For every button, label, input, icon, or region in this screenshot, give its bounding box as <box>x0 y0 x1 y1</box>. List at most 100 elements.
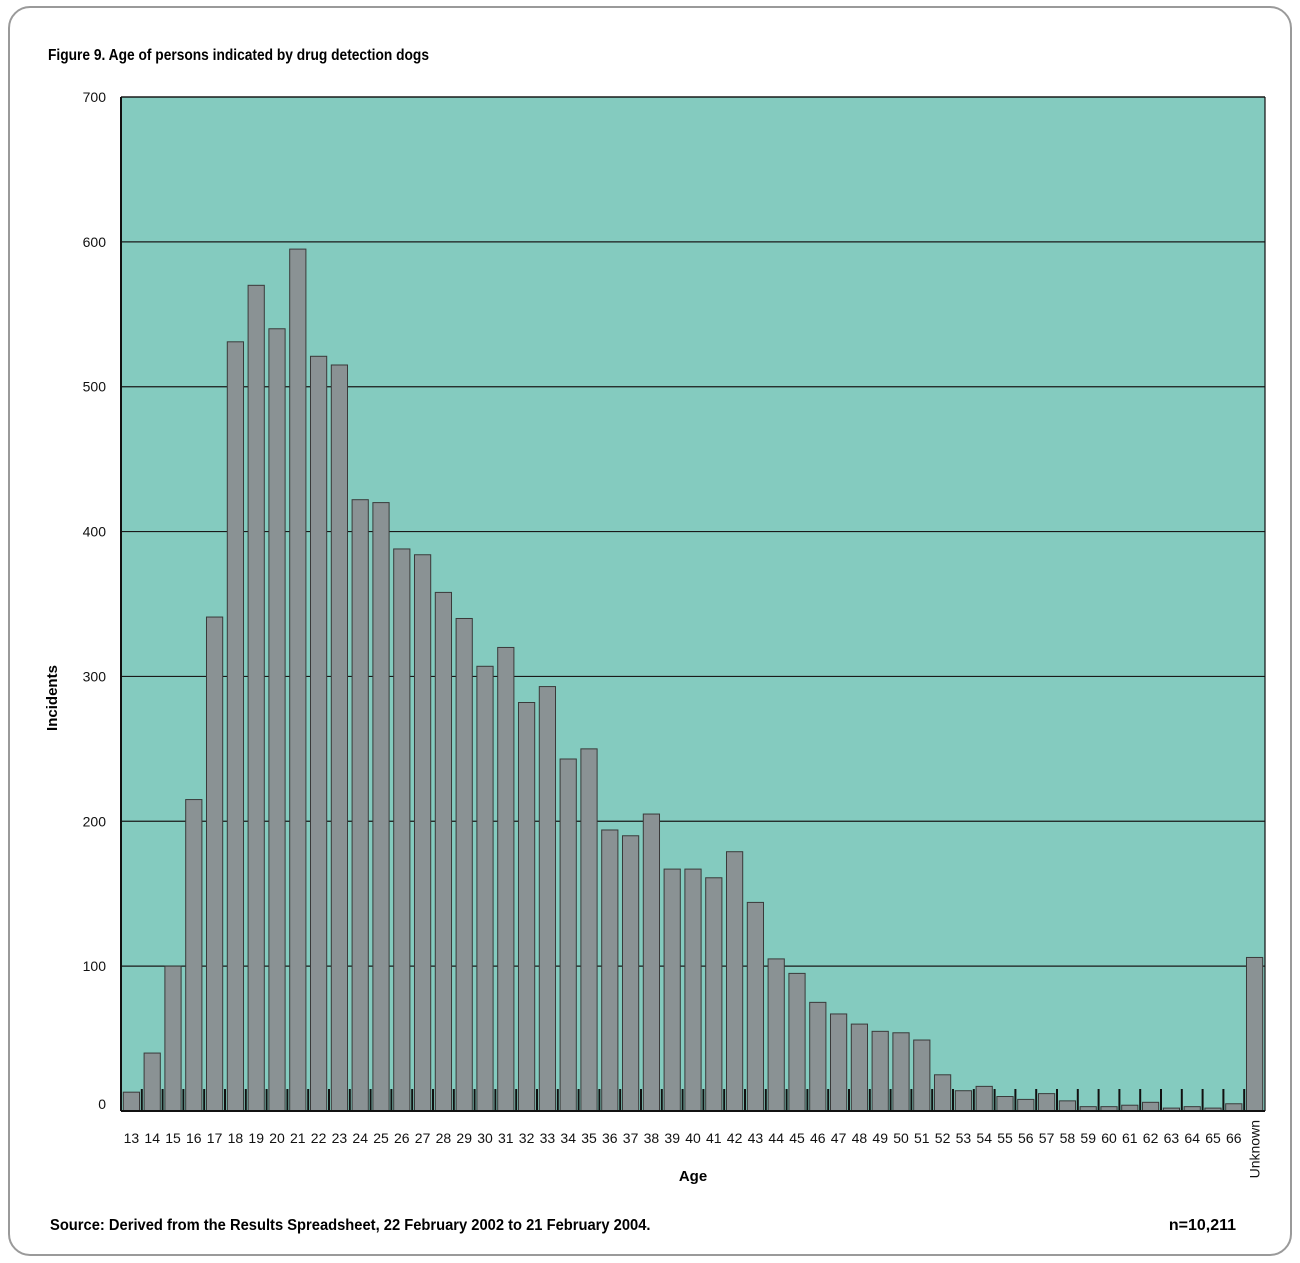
bar-54 <box>975 1085 993 1112</box>
bar-20 <box>268 328 286 1112</box>
bar-52 <box>933 1074 952 1112</box>
bar-31 <box>497 646 515 1112</box>
x-tick-label-36: 36 <box>602 1130 618 1146</box>
x-tick-label-45: 45 <box>789 1130 805 1146</box>
y-axis-title: Incidents <box>44 665 61 731</box>
x-tick-label-19: 19 <box>248 1130 264 1146</box>
bar-13 <box>122 1091 141 1112</box>
x-tick-label-35: 35 <box>581 1130 597 1146</box>
bar-18 <box>226 341 245 1112</box>
bar-19 <box>247 284 265 1112</box>
bar-41 <box>705 877 723 1112</box>
bar-16 <box>185 799 203 1112</box>
x-tick-label-13: 13 <box>124 1130 140 1146</box>
x-tick-label-62: 62 <box>1143 1130 1159 1146</box>
y-tick-label-600: 600 <box>83 234 107 250</box>
x-tick-label-39: 39 <box>664 1130 680 1146</box>
bar-21 <box>289 248 307 1112</box>
bar-22 <box>309 355 328 1112</box>
x-tick-label-52: 52 <box>935 1130 951 1146</box>
x-tick-label-21: 21 <box>290 1130 306 1146</box>
bar-28 <box>434 591 453 1112</box>
bar-36 <box>601 829 619 1112</box>
bar-Unknown <box>1245 956 1264 1112</box>
bar-29 <box>455 617 473 1112</box>
bar-45 <box>788 972 806 1112</box>
x-tick-label-16: 16 <box>186 1130 202 1146</box>
x-tick-label-43: 43 <box>748 1130 764 1146</box>
x-tick-label-50: 50 <box>893 1130 909 1146</box>
x-axis-title: Age <box>679 1168 707 1185</box>
bar-53 <box>954 1090 973 1112</box>
figure-frame <box>8 6 1292 1256</box>
bar-55 <box>996 1096 1014 1112</box>
bar-24 <box>351 499 369 1112</box>
x-tick-label-31: 31 <box>498 1130 514 1146</box>
x-tick-label-32: 32 <box>519 1130 535 1146</box>
bar-62 <box>1141 1101 1160 1112</box>
bar-26 <box>393 548 411 1112</box>
x-tick-label-55: 55 <box>997 1130 1013 1146</box>
bar-56 <box>1017 1098 1035 1112</box>
x-tick-label-59: 59 <box>1080 1130 1096 1146</box>
bar-43 <box>746 901 765 1112</box>
bar-58 <box>1058 1100 1077 1112</box>
figure-title: Figure 9. Age of persons indicated by dr… <box>48 47 429 64</box>
y-tick-label-200: 200 <box>83 813 107 829</box>
x-tick-label-56: 56 <box>1018 1130 1034 1146</box>
bar-38 <box>642 813 661 1112</box>
bar-44 <box>767 958 785 1112</box>
x-tick-label-33: 33 <box>540 1130 556 1146</box>
x-tick-label-60: 60 <box>1101 1130 1117 1146</box>
sample-size: n=10,211 <box>1168 1217 1236 1234</box>
x-tick-label-15: 15 <box>165 1130 181 1146</box>
y-tick-label-300: 300 <box>83 668 107 684</box>
x-tick-label-26: 26 <box>394 1130 410 1146</box>
x-tick-label-63: 63 <box>1164 1130 1180 1146</box>
y-tick-label-500: 500 <box>83 379 107 395</box>
bar-57 <box>1037 1093 1056 1112</box>
x-tick-label-44: 44 <box>768 1130 784 1146</box>
bar-30 <box>476 665 494 1112</box>
x-tick-label-49: 49 <box>872 1130 888 1146</box>
x-tick-label-27: 27 <box>415 1130 431 1146</box>
bar-40 <box>684 868 702 1112</box>
x-tick-label-66: 66 <box>1226 1130 1242 1146</box>
x-tick-label-37: 37 <box>623 1130 639 1146</box>
x-tick-label-46: 46 <box>810 1130 826 1146</box>
bar-17 <box>205 616 224 1112</box>
x-tick-label-14: 14 <box>144 1130 160 1146</box>
x-tick-label-58: 58 <box>1060 1130 1076 1146</box>
x-tick-label-57: 57 <box>1039 1130 1055 1146</box>
x-tick-label-25: 25 <box>373 1130 389 1146</box>
x-tick-label-34: 34 <box>560 1130 576 1146</box>
bar-25 <box>372 502 390 1112</box>
bar-32 <box>517 702 536 1112</box>
bar-39 <box>663 868 681 1112</box>
bar-46 <box>809 1001 827 1112</box>
axes: 0 100 200 300 400 500 600 700 13 14 15 16 17 18 19 20 21… <box>83 89 1266 1178</box>
y-tick-label-400: 400 <box>83 524 107 540</box>
bar-23 <box>330 364 349 1112</box>
x-tick-label-20: 20 <box>269 1130 285 1146</box>
x-tick-label-Unknown: Unknown <box>1247 1120 1263 1178</box>
x-tick-label-24: 24 <box>352 1130 368 1146</box>
x-tick-label-53: 53 <box>956 1130 972 1146</box>
x-tick-label-28: 28 <box>436 1130 452 1146</box>
x-tick-label-30: 30 <box>477 1130 493 1146</box>
x-tick-label-38: 38 <box>644 1130 660 1146</box>
y-tick-label-700: 700 <box>83 89 107 105</box>
x-tick-label-22: 22 <box>311 1130 327 1146</box>
x-tick-label-40: 40 <box>685 1130 701 1146</box>
bar-14 <box>143 1052 161 1112</box>
x-tick-label-47: 47 <box>831 1130 847 1146</box>
x-tick-label-41: 41 <box>706 1130 722 1146</box>
bar-51 <box>913 1039 931 1112</box>
x-tick-label-61: 61 <box>1122 1130 1138 1146</box>
x-tick-label-18: 18 <box>228 1130 244 1146</box>
bars <box>122 248 1264 1112</box>
bar-42 <box>725 851 744 1112</box>
source-note: Source: Derived from the Results Spreads… <box>50 1217 651 1234</box>
x-tick-label-65: 65 <box>1205 1130 1221 1146</box>
